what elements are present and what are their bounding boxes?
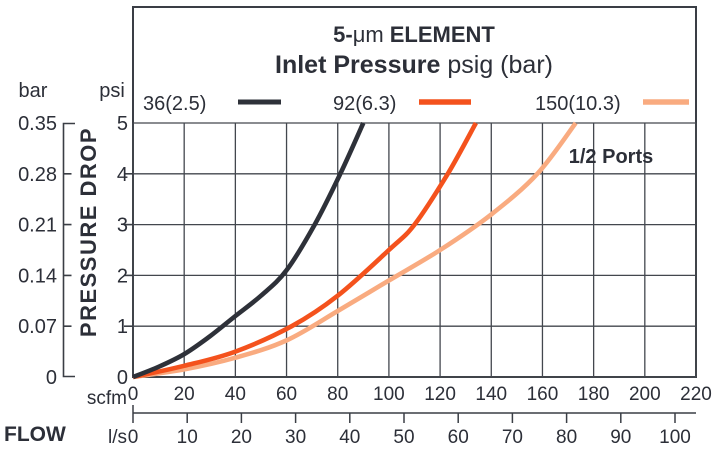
scfm-tick-label: 80 <box>327 384 348 405</box>
ls-tick-label: 60 <box>448 427 469 448</box>
bar-tick-label: 0.21 <box>18 215 57 237</box>
bar-tick-label: 0.14 <box>18 265 57 287</box>
legend-label-36: 36(2.5) <box>143 93 206 115</box>
scfm-tick-label: 180 <box>578 384 610 405</box>
ls-tick-label: 80 <box>556 427 577 448</box>
title-element-size: 5- <box>333 22 353 47</box>
figure-frame <box>132 6 697 378</box>
ls-tick-label: 0 <box>128 427 139 448</box>
bar-unit-label: bar <box>19 80 48 102</box>
curve-150-10-3- <box>132 121 578 380</box>
scfm-tick-label: 200 <box>629 384 661 405</box>
psi-tick-label: 4 <box>117 164 128 186</box>
scfm-tick-label: 160 <box>527 384 559 405</box>
legend-label-92: 92(6.3) <box>333 93 396 115</box>
curve-92-6-3- <box>132 121 478 380</box>
curve-36-2-5- <box>132 122 366 380</box>
scfm-tick-label: 220 <box>680 384 712 405</box>
psi-unit-label: psi <box>99 80 125 102</box>
chart-title-line2: Inlet Pressure psig (bar) <box>275 51 553 79</box>
bar-tick-label: 0.07 <box>18 316 57 338</box>
scfm-tick-label: 0 <box>128 384 139 405</box>
bar-tick-label: 0.28 <box>18 164 57 186</box>
scfm-tick-label: 20 <box>174 384 195 405</box>
scfm-tick-label: 140 <box>475 384 507 405</box>
scfm-tick-label: 40 <box>225 384 246 405</box>
psi-tick-label: 2 <box>117 265 128 287</box>
ports-annotation: 1/2 Ports <box>569 146 653 168</box>
ls-tick-label: 40 <box>339 427 360 448</box>
ls-tick-label: 30 <box>285 427 306 448</box>
psi-tick-label: 3 <box>117 215 128 237</box>
ls-unit-label: l/s <box>108 427 127 448</box>
bar-tick-label: 0 <box>46 367 57 389</box>
bar-scale-bracket <box>62 122 75 378</box>
psi-tick-label: 5 <box>117 113 128 135</box>
scfm-tick-label: 60 <box>276 384 297 405</box>
legend-label-150: 150(10.3) <box>535 93 621 115</box>
chart-title-line1: 5-μm ELEMENT <box>333 22 495 47</box>
title-micron-unit: μm <box>353 22 384 47</box>
pressure-drop-axis-title: PRESSURE DROP <box>76 127 101 337</box>
ls-tick-label: 20 <box>231 427 252 448</box>
ls-tick-label: 70 <box>502 427 523 448</box>
title-element-word: ELEMENT <box>390 22 496 47</box>
bar-tick-label: 0.35 <box>18 113 57 135</box>
title-inlet-pressure: Inlet Pressure <box>275 51 440 79</box>
scfm-unit-label: scfm <box>87 388 127 409</box>
ls-tick-label: 10 <box>177 427 198 448</box>
ls-tick-label: 50 <box>393 427 414 448</box>
curves-layer <box>132 121 578 380</box>
ls-tick-label: 90 <box>610 427 631 448</box>
scfm-tick-label: 100 <box>373 384 405 405</box>
scfm-tick-label: 120 <box>424 384 456 405</box>
ls-tick-label: 100 <box>659 427 691 448</box>
flow-axis-title: FLOW <box>4 423 66 446</box>
psi-tick-label: 1 <box>117 316 128 338</box>
title-psig-bar: psig (bar) <box>447 51 553 79</box>
psi-tick-label: 0 <box>117 367 128 389</box>
